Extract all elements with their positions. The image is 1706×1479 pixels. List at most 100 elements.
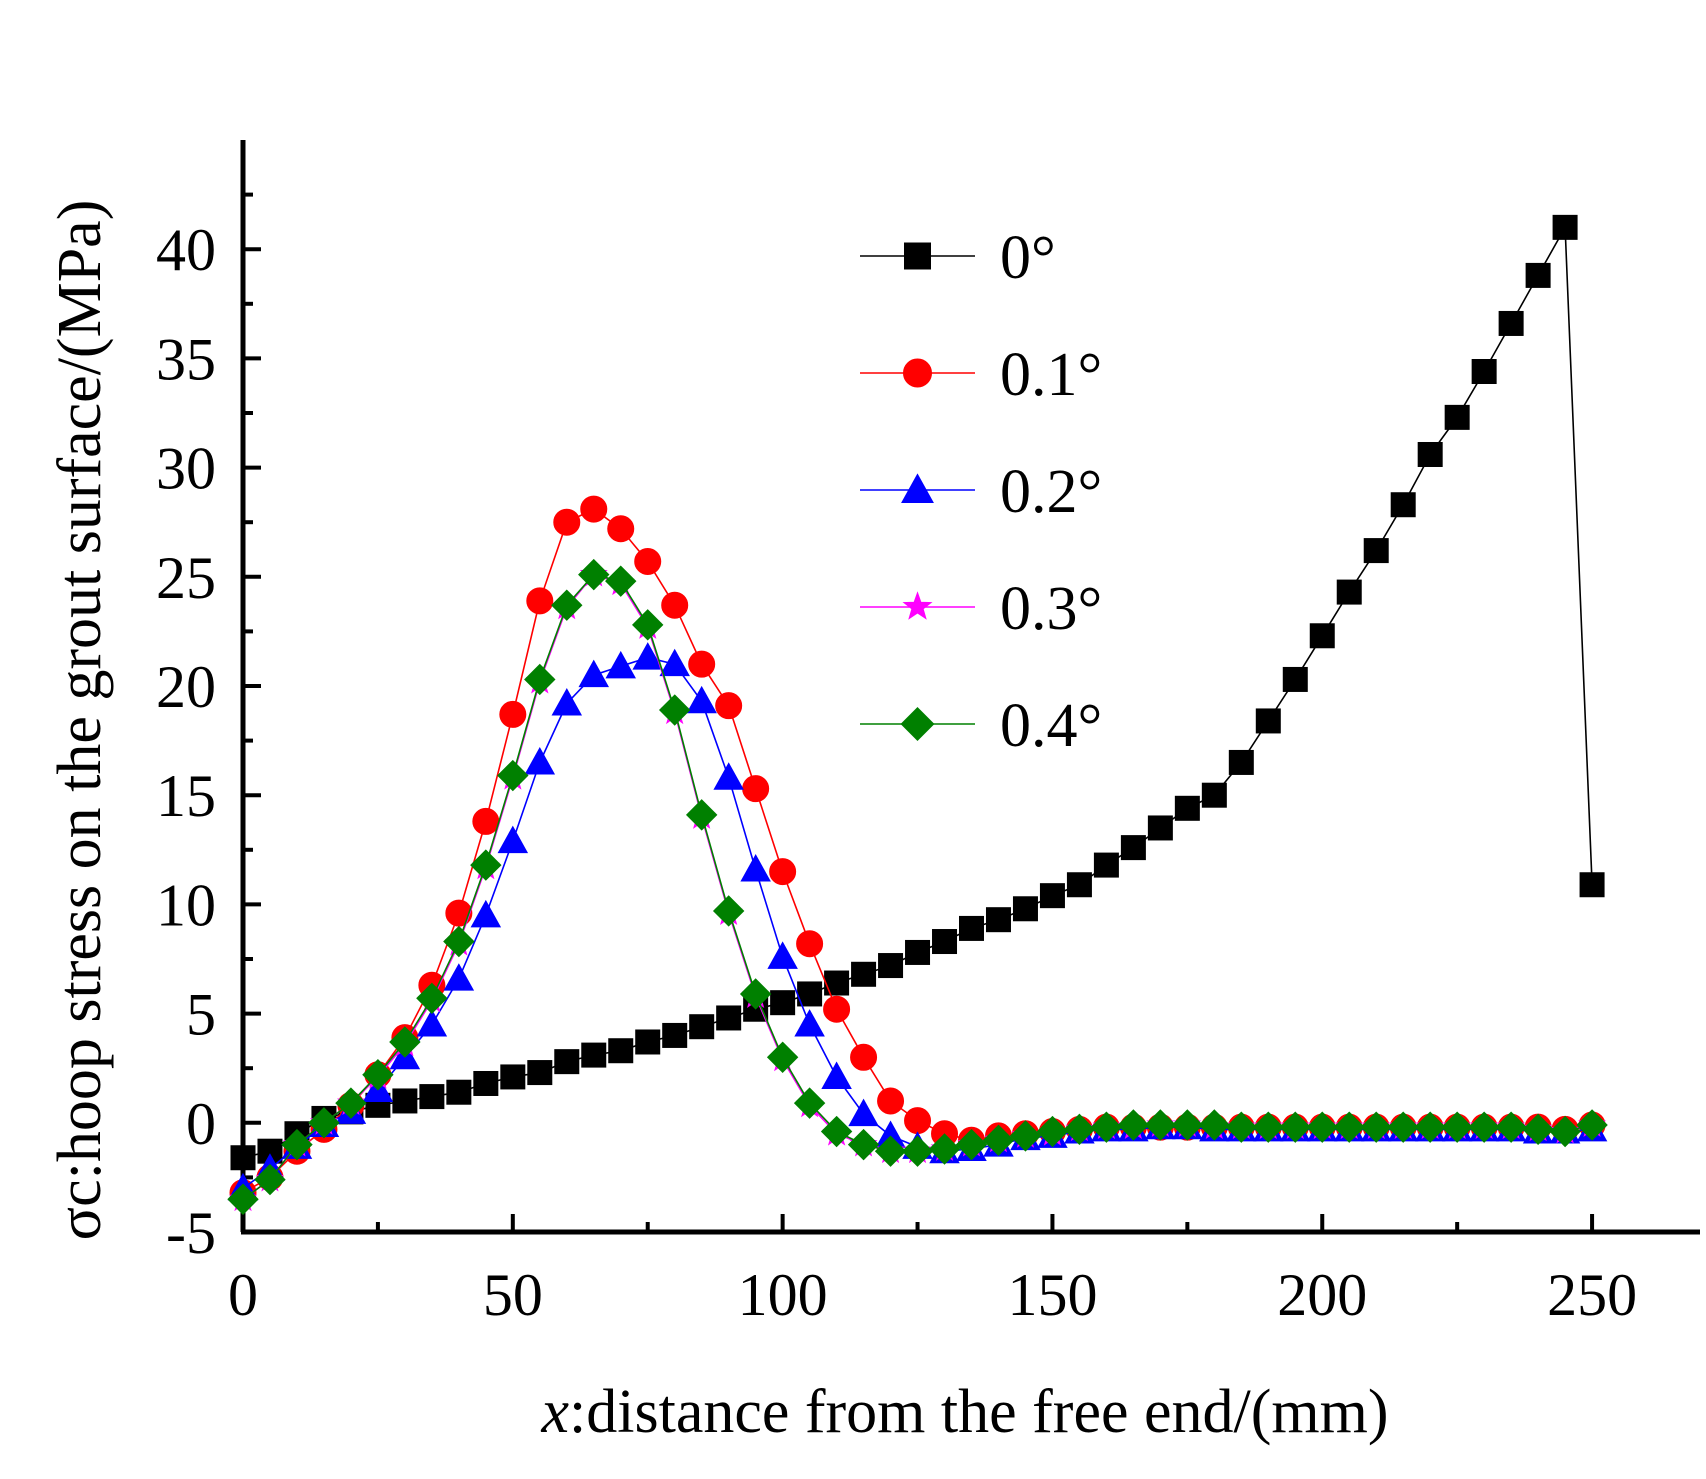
data-point bbox=[524, 747, 556, 775]
legend-label: 0.3° bbox=[1000, 575, 1102, 643]
y-tick-label: 15 bbox=[156, 763, 216, 829]
data-point bbox=[851, 961, 877, 987]
data-point bbox=[1279, 1111, 1311, 1143]
legend-entry: 0.3° bbox=[860, 575, 1102, 643]
data-point bbox=[1576, 1109, 1608, 1141]
data-point bbox=[1171, 1109, 1204, 1141]
data-point bbox=[712, 895, 745, 927]
data-point bbox=[713, 762, 744, 790]
data-point bbox=[1090, 1111, 1123, 1143]
data-point bbox=[473, 1070, 499, 1096]
data-point bbox=[904, 1107, 932, 1135]
data-point bbox=[1066, 872, 1092, 898]
series-4 bbox=[227, 558, 1608, 1215]
data-point bbox=[635, 1029, 661, 1055]
data-point bbox=[1525, 262, 1551, 288]
data-point bbox=[739, 978, 772, 1010]
data-point bbox=[1036, 1115, 1069, 1148]
data-point bbox=[928, 1133, 961, 1165]
data-point bbox=[553, 508, 581, 536]
data-point bbox=[578, 558, 610, 591]
series-layer bbox=[227, 214, 1608, 1215]
data-point bbox=[632, 642, 663, 670]
data-point bbox=[1252, 1111, 1285, 1143]
data-point bbox=[1549, 1115, 1581, 1148]
x-tick-label: 50 bbox=[483, 1262, 543, 1328]
data-point bbox=[769, 858, 797, 886]
data-point bbox=[770, 990, 796, 1016]
data-point bbox=[1306, 1111, 1338, 1143]
data-point bbox=[1120, 835, 1146, 861]
data-point bbox=[308, 1107, 340, 1139]
data-point bbox=[605, 650, 636, 679]
data-point bbox=[1336, 579, 1362, 605]
y-tick-label: 25 bbox=[156, 545, 216, 611]
data-point bbox=[824, 970, 850, 996]
data-point bbox=[959, 915, 984, 941]
data-point bbox=[793, 1087, 826, 1119]
legend-label: 0.2° bbox=[1000, 458, 1102, 526]
data-point bbox=[1552, 214, 1578, 240]
data-point bbox=[1009, 1120, 1042, 1152]
data-point bbox=[1117, 1109, 1150, 1141]
data-point bbox=[1471, 359, 1497, 385]
data-point bbox=[230, 1145, 256, 1171]
data-point bbox=[1441, 1111, 1473, 1143]
legend-entry: 0.2° bbox=[860, 458, 1102, 526]
data-point bbox=[1228, 749, 1254, 775]
y-tick-label: -5 bbox=[166, 1200, 216, 1266]
data-point bbox=[1363, 538, 1389, 564]
data-point bbox=[497, 759, 529, 792]
data-point bbox=[445, 899, 473, 927]
data-point bbox=[526, 587, 554, 615]
data-point bbox=[878, 953, 904, 979]
series-0 bbox=[230, 214, 1605, 1171]
y-tick-label: 10 bbox=[156, 872, 216, 938]
data-point bbox=[1390, 492, 1416, 518]
data-point bbox=[443, 963, 475, 991]
data-point bbox=[446, 1079, 472, 1105]
data-point bbox=[850, 1043, 878, 1071]
data-point bbox=[254, 1163, 286, 1196]
data-point bbox=[335, 1087, 367, 1119]
y-axis-label: σc:hoop stress on the grout surface/(MPa… bbox=[46, 200, 114, 1241]
legend-entry: 0° bbox=[860, 224, 1056, 292]
x-tick-label: 0 bbox=[228, 1262, 258, 1328]
data-point bbox=[932, 929, 958, 955]
data-point bbox=[985, 907, 1011, 933]
data-point bbox=[1333, 1111, 1365, 1143]
data-point bbox=[1468, 1111, 1500, 1143]
data-point bbox=[499, 700, 527, 728]
data-point bbox=[877, 1087, 905, 1115]
data-point bbox=[900, 707, 935, 741]
data-point bbox=[1495, 1111, 1527, 1143]
data-point bbox=[1522, 1113, 1554, 1146]
data-point bbox=[1498, 310, 1524, 336]
x-tick-label: 200 bbox=[1277, 1262, 1367, 1328]
y-tick-label: 30 bbox=[156, 436, 216, 502]
data-point bbox=[658, 694, 691, 726]
data-point bbox=[551, 688, 583, 716]
data-point bbox=[874, 1135, 907, 1167]
legend-entry: 0.4° bbox=[860, 692, 1102, 760]
data-point bbox=[661, 591, 689, 619]
data-point bbox=[472, 807, 500, 835]
data-point bbox=[527, 1060, 553, 1086]
data-point bbox=[1444, 404, 1470, 430]
data-point bbox=[848, 1098, 879, 1127]
legend-entry: 0.1° bbox=[860, 341, 1102, 409]
data-point bbox=[1225, 1111, 1258, 1143]
x-tick-label: 150 bbox=[1007, 1262, 1097, 1328]
data-point bbox=[1063, 1113, 1096, 1146]
data-point bbox=[470, 849, 502, 881]
data-point bbox=[416, 982, 448, 1015]
data-point bbox=[416, 1009, 448, 1037]
data-point bbox=[1012, 896, 1038, 922]
x-axis-label: x:distance from the free end/(mm) bbox=[541, 1378, 1389, 1446]
data-point bbox=[820, 1115, 853, 1148]
data-point bbox=[632, 609, 664, 641]
data-point bbox=[1201, 782, 1227, 808]
data-point bbox=[605, 565, 637, 597]
legend-label: 0° bbox=[1000, 224, 1056, 292]
